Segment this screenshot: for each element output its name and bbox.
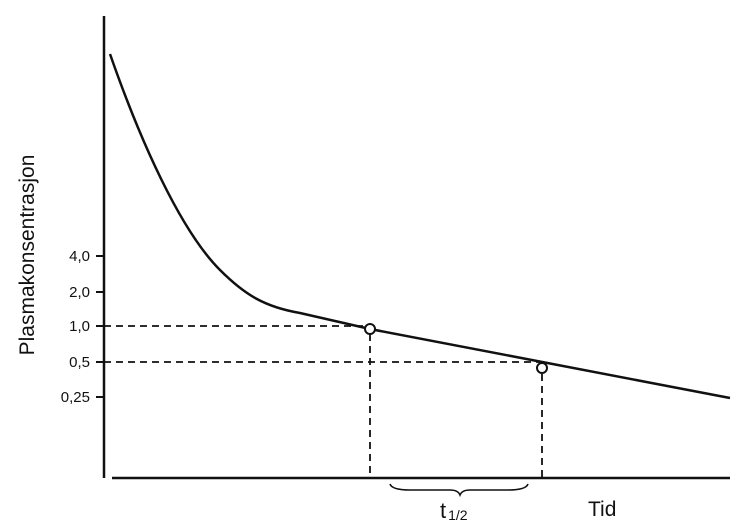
marker-point-1 [364, 323, 376, 335]
y-axis-title: Plasmakonsentrasjon [16, 155, 39, 356]
y-tick-label-025: 0,25 [61, 389, 90, 406]
half-life-subscript: 1/2 [448, 507, 468, 523]
y-tick-label-05: 0,5 [69, 354, 90, 371]
half-life-main: t [440, 498, 446, 523]
half-life-brace [389, 483, 529, 498]
y-tick-label-4: 4,0 [69, 248, 90, 265]
concentration-curve [108, 53, 731, 400]
x-axis-title: Tid [588, 498, 616, 521]
y-tick-label-1: 1,0 [69, 318, 90, 335]
half-life-label: t 1/2 [440, 498, 468, 523]
y-tick-label-2: 2,0 [69, 284, 90, 301]
marker-point-2 [536, 362, 548, 374]
